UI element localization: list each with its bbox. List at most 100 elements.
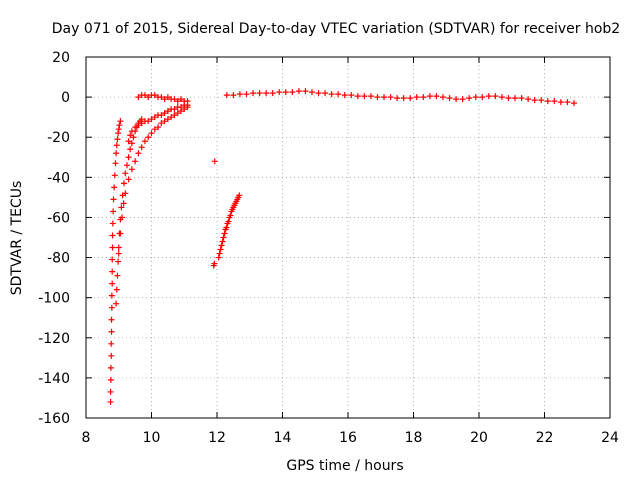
- series-group: [113, 116, 145, 307]
- data-point: [125, 154, 132, 161]
- data-point: [161, 110, 168, 117]
- data-point: [108, 352, 115, 359]
- data-point: [348, 92, 355, 99]
- data-point: [155, 124, 162, 131]
- x-tick-label: 16: [339, 430, 357, 446]
- data-point: [168, 114, 175, 121]
- data-point: [135, 150, 142, 157]
- x-tick-labels: 8 10 12 14 16 18 20 22 24: [82, 430, 619, 446]
- data-point: [113, 142, 120, 149]
- data-point: [531, 97, 538, 104]
- data-point: [145, 94, 152, 101]
- data-point: [177, 104, 184, 111]
- data-point: [367, 93, 374, 100]
- data-point: [220, 234, 227, 241]
- data-point: [120, 200, 127, 207]
- data-point: [148, 116, 155, 123]
- series-group: [210, 158, 218, 269]
- data-point: [171, 112, 178, 119]
- data-point: [108, 340, 115, 347]
- data-point: [295, 88, 302, 95]
- data-point: [151, 126, 158, 133]
- data-point: [315, 90, 322, 97]
- data-point: [107, 388, 114, 395]
- data-point: [138, 144, 145, 151]
- data-point: [335, 91, 342, 98]
- data-point: [322, 90, 329, 97]
- data-point: [174, 110, 181, 117]
- x-tick-label: 20: [470, 430, 488, 446]
- data-point: [492, 93, 499, 100]
- data-point: [407, 95, 414, 102]
- data-point: [276, 89, 283, 96]
- data-point: [302, 88, 309, 95]
- data-point: [219, 238, 226, 245]
- data-point: [115, 250, 122, 257]
- data-point: [128, 140, 135, 147]
- data-point: [250, 90, 257, 97]
- data-point: [107, 398, 114, 405]
- data-point: [112, 160, 119, 167]
- data-point: [116, 122, 123, 129]
- data-point: [485, 93, 492, 100]
- data-point: [135, 94, 142, 101]
- data-point: [433, 93, 440, 100]
- data-point: [141, 138, 148, 145]
- data-point: [145, 134, 152, 141]
- data-point: [420, 94, 427, 101]
- data-point: [109, 244, 116, 251]
- x-tick-label: 8: [82, 430, 91, 446]
- data-point: [236, 192, 243, 199]
- data-point: [164, 94, 171, 101]
- data-point: [164, 108, 171, 115]
- data-point: [518, 95, 525, 102]
- data-point: [114, 136, 121, 143]
- axis-ticks: [85, 56, 611, 419]
- data-point: [158, 112, 165, 119]
- x-tick-label: 12: [208, 430, 226, 446]
- data-point: [361, 93, 368, 100]
- data-point: [119, 214, 126, 221]
- series-group: [223, 88, 577, 107]
- data-point: [111, 184, 118, 191]
- data-point: [115, 130, 122, 137]
- data-point: [223, 224, 230, 231]
- data-point: [115, 244, 122, 251]
- data-point: [111, 172, 118, 179]
- data-point: [122, 190, 129, 197]
- y-tick-labels: 20 0 -20 -40 -60 -80 -100 -120 -140 -160: [38, 50, 70, 427]
- data-point: [158, 94, 165, 101]
- y-tick-label: -20: [47, 130, 70, 146]
- data-point: [171, 106, 178, 113]
- data-point: [289, 89, 296, 96]
- data-point: [453, 96, 460, 103]
- data-point: [109, 232, 116, 239]
- data-point: [439, 94, 446, 101]
- data-point: [308, 89, 315, 96]
- data-point: [108, 304, 115, 311]
- data-point: [446, 95, 453, 102]
- data-point: [218, 242, 225, 249]
- data-point: [341, 92, 348, 99]
- y-tick-label: -80: [47, 251, 70, 267]
- data-point: [132, 124, 139, 131]
- data-point: [525, 96, 532, 103]
- data-point: [328, 91, 335, 98]
- data-point: [110, 196, 117, 203]
- data-point: [413, 94, 420, 101]
- y-tick-label: -60: [47, 210, 70, 226]
- data-point: [115, 258, 122, 265]
- data-point: [120, 180, 127, 187]
- data-point: [115, 126, 122, 133]
- data-point: [426, 93, 433, 100]
- data-point: [505, 95, 512, 102]
- data-point: [472, 94, 479, 101]
- data-point: [138, 120, 145, 127]
- series-group: [125, 102, 191, 145]
- data-point: [459, 96, 466, 103]
- data-point: [125, 138, 132, 145]
- series-group: [107, 118, 124, 405]
- data-point: [161, 118, 168, 125]
- data-point: [263, 90, 270, 97]
